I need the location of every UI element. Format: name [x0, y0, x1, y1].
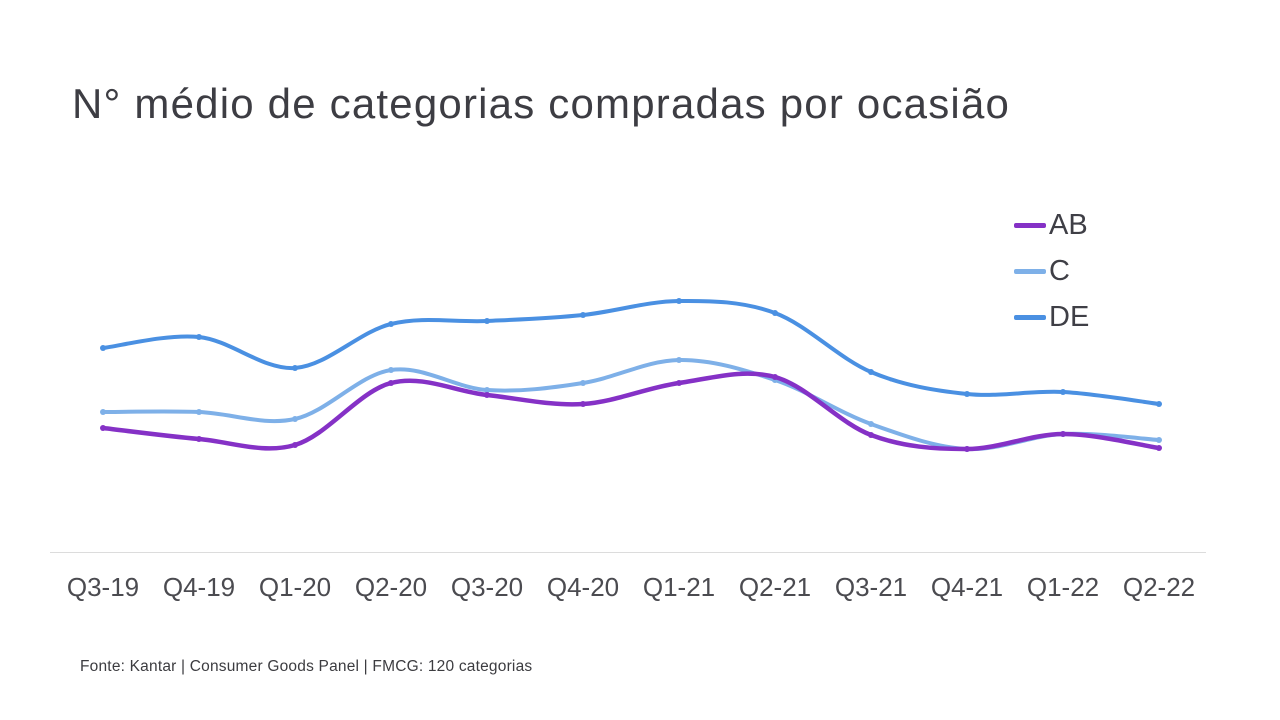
data-point-marker-ab — [292, 442, 298, 448]
x-tick-label: Q2-22 — [1122, 572, 1196, 602]
data-point-marker-c — [388, 367, 394, 373]
line-series-ab — [100, 371, 1162, 452]
data-point-marker-c — [676, 357, 682, 363]
x-tick-label: Q3-21 — [834, 572, 908, 602]
data-point-marker-de — [676, 298, 682, 304]
legend-label: DE — [1049, 300, 1090, 333]
legend: AB C DE — [1014, 202, 1089, 340]
legend-label: AB — [1049, 208, 1088, 241]
data-point-marker-c — [100, 409, 106, 415]
x-tick-label: Q4-21 — [930, 572, 1004, 602]
data-point-marker-ab — [100, 425, 106, 431]
data-point-marker-ab — [388, 380, 394, 386]
data-point-marker-de — [1060, 389, 1066, 395]
x-axis-line — [50, 552, 1206, 553]
data-point-marker-de — [868, 369, 874, 375]
data-point-marker-ab — [868, 432, 874, 438]
data-point-marker-ab — [1156, 445, 1162, 451]
data-point-marker-c — [580, 380, 586, 386]
line-chart — [100, 298, 1162, 452]
x-tick-label: Q3-20 — [450, 572, 524, 602]
data-point-marker-ab — [676, 380, 682, 386]
x-tick-label: Q4-20 — [546, 572, 620, 602]
data-point-marker-ab — [580, 401, 586, 407]
legend-item-c: C — [1014, 248, 1089, 294]
source-note: Fonte: Kantar | Consumer Goods Panel | F… — [80, 658, 533, 675]
legend-item-de: DE — [1014, 294, 1089, 340]
data-point-marker-de — [484, 318, 490, 324]
data-point-marker-ab — [1060, 431, 1066, 437]
data-point-marker-de — [772, 310, 778, 316]
x-tick-label: Q2-21 — [738, 572, 812, 602]
x-tick-label: Q1-22 — [1026, 572, 1100, 602]
legend-dash-icon — [1014, 222, 1046, 228]
x-tick-label: Q1-21 — [642, 572, 716, 602]
x-tick-label: Q3-19 — [66, 572, 140, 602]
line-series-de — [101, 298, 1161, 406]
data-point-marker-c — [484, 387, 490, 393]
line-series-c — [101, 357, 1161, 452]
data-point-marker-de — [964, 391, 970, 397]
x-axis-labels: Q3-19 Q4-19 Q1-20 Q2-20 Q3-20 Q4-20 Q1-21 Q2-21… — [50, 572, 1210, 612]
legend-item-ab: AB — [1014, 202, 1089, 248]
data-point-marker-de — [100, 345, 106, 351]
data-point-marker-ab — [484, 392, 490, 398]
data-point-marker-de — [292, 365, 298, 371]
data-point-marker-ab — [772, 374, 778, 380]
legend-label: C — [1049, 254, 1070, 287]
x-tick-label: Q2-20 — [354, 572, 428, 602]
data-point-marker-c — [196, 409, 202, 415]
data-point-marker-de — [196, 334, 202, 340]
page-title: N° médio de categorias compradas por oca… — [72, 80, 1011, 127]
data-point-marker-de — [580, 312, 586, 318]
data-point-marker-c — [292, 416, 298, 422]
data-point-marker-c — [1156, 437, 1162, 443]
legend-dash-icon — [1014, 314, 1046, 320]
legend-dash-icon — [1014, 268, 1046, 274]
x-tick-label: Q1-20 — [258, 572, 332, 602]
data-point-marker-de — [388, 321, 394, 327]
data-point-marker-de — [1156, 401, 1162, 407]
x-tick-label: Q4-19 — [162, 572, 236, 602]
data-point-marker-ab — [196, 436, 202, 442]
data-point-marker-ab — [964, 446, 970, 452]
data-point-marker-c — [868, 421, 874, 427]
